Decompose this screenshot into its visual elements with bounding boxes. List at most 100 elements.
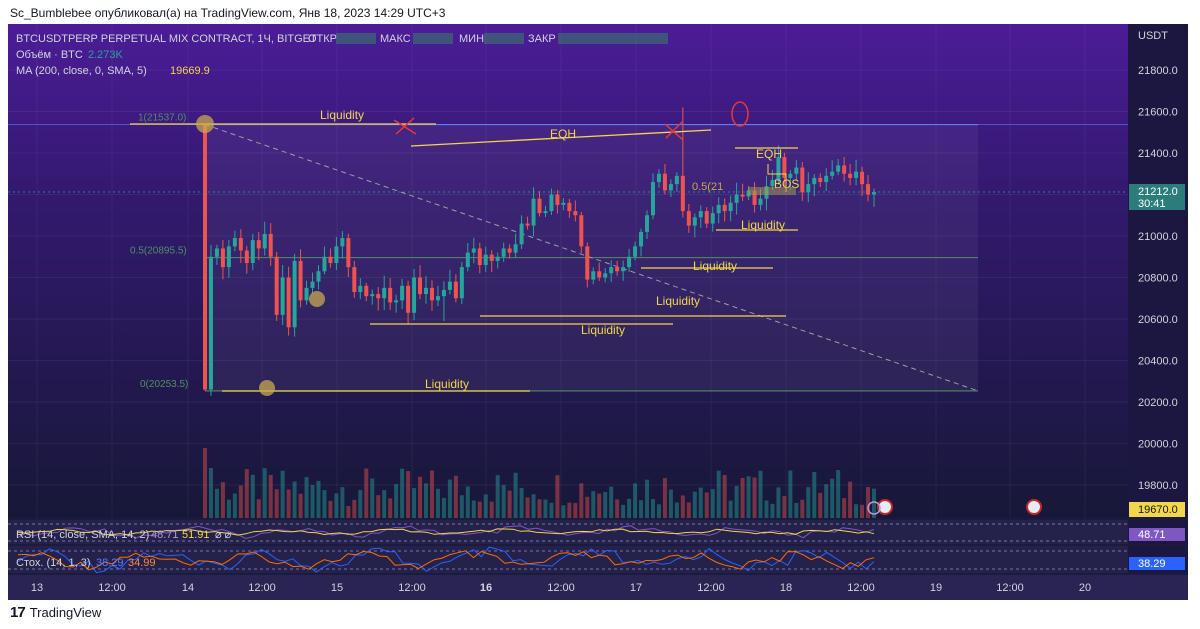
volume-bar <box>704 492 709 518</box>
volume-bar <box>674 502 679 518</box>
event-flag-icon[interactable] <box>1026 499 1042 515</box>
candle-body <box>818 177 823 183</box>
volume-bar <box>854 504 859 518</box>
volume-bar <box>645 479 650 518</box>
volume-bar <box>698 487 703 518</box>
candle-body <box>346 238 351 268</box>
candle-body <box>429 287 434 301</box>
volume-bar <box>639 500 644 518</box>
price-tick-label: 21800.0 <box>1138 65 1178 77</box>
candle-body <box>352 267 357 293</box>
candle-body <box>680 175 685 212</box>
liquidity-label: Liquidity <box>741 218 785 232</box>
candle-body <box>400 285 405 301</box>
ohlc-open-value <box>336 33 376 44</box>
candle-body <box>268 233 273 257</box>
rsi-settings-icon[interactable]: ⌀ ⌀ <box>215 529 232 541</box>
volume-bar <box>292 481 297 518</box>
tradingview-logo-icon[interactable]: 17 <box>10 604 26 621</box>
volume-bar <box>650 499 655 518</box>
time-tick-label: 12:00 <box>847 582 875 594</box>
volume-bar <box>274 489 279 518</box>
volume-bar <box>800 499 805 518</box>
candle-body <box>866 184 871 195</box>
candle-body <box>734 194 739 203</box>
candle-body <box>830 171 835 176</box>
candle-body <box>256 240 261 249</box>
time-tick-label: 19 <box>930 582 942 594</box>
chart-area[interactable]: 1(21537.0) 0.5(20895.5) 0(20253.5) Liquidi… <box>8 24 1188 600</box>
last-price-value: 21212.0 <box>1138 186 1178 198</box>
candle-body <box>824 175 829 183</box>
stoch-pane[interactable] <box>8 546 1128 573</box>
candle-body <box>226 246 231 268</box>
candle-body <box>310 281 315 288</box>
volume-bar <box>244 469 249 518</box>
candle-body <box>513 244 518 253</box>
volume-bar <box>316 480 321 518</box>
stoch-d-line <box>17 550 875 571</box>
candle-body <box>292 260 297 328</box>
volume-legend-value: 2.273K <box>88 49 124 61</box>
candle-body <box>459 267 464 299</box>
volume-bar <box>692 491 697 518</box>
volume-bar <box>836 470 841 518</box>
candle-body <box>710 213 715 224</box>
ma-price-badge <box>1129 502 1185 517</box>
volume-bar <box>764 500 769 518</box>
candle-body <box>549 194 554 212</box>
volume-bar <box>842 498 847 518</box>
volume-bar <box>262 468 267 518</box>
volume-bar <box>710 489 715 518</box>
volume-bar <box>268 474 273 518</box>
candle-body <box>388 287 393 303</box>
ma-price-value: 19670.0 <box>1138 504 1178 516</box>
candle-body <box>334 246 339 263</box>
candle-body <box>770 179 775 187</box>
volume-bar <box>465 486 470 518</box>
stoch-k-value: 38.29 <box>96 557 124 569</box>
candle-body <box>304 287 309 301</box>
volume-bar <box>250 474 255 518</box>
volume-bar <box>424 483 429 518</box>
volume-bar <box>567 502 572 518</box>
volume-bar <box>549 502 554 518</box>
candle-body <box>280 277 285 315</box>
time-tick-label: 13 <box>31 582 43 594</box>
volume-bar <box>340 487 345 518</box>
candle-body <box>692 217 697 226</box>
volume-bar <box>561 505 566 518</box>
volume-bar <box>746 476 751 518</box>
candle-body <box>382 287 387 299</box>
candle-body <box>424 287 429 295</box>
volume-bar <box>477 501 482 518</box>
ohlc-close-value <box>558 33 668 44</box>
liquidity-label: Liquidity <box>425 377 469 391</box>
candle-body <box>794 167 799 174</box>
volume-bar <box>238 485 243 518</box>
candle-body <box>453 281 458 299</box>
volume-bar <box>555 475 560 518</box>
price-axis[interactable] <box>1128 24 1188 518</box>
candle-body <box>603 273 608 278</box>
time-tick-label: 12:00 <box>996 582 1024 594</box>
main-pane-background <box>8 24 1128 518</box>
event-bolt-icon[interactable] <box>867 501 881 515</box>
time-tick-label: 16 <box>480 582 492 594</box>
time-axis[interactable] <box>8 575 1188 600</box>
candle-body <box>208 256 213 390</box>
volume-bar <box>579 483 584 518</box>
candle-body <box>274 256 279 315</box>
candle-body <box>298 260 303 301</box>
event-flag-icon[interactable] <box>877 499 893 515</box>
candle-body <box>322 256 327 272</box>
candle-body <box>316 271 321 282</box>
volume-bar <box>716 470 721 518</box>
volume-bar <box>656 504 661 518</box>
touch-point-marker <box>259 380 275 396</box>
volume-bar <box>203 448 207 518</box>
volume-bar <box>728 500 733 518</box>
volume-bar <box>453 475 458 518</box>
volume-bar <box>364 468 369 518</box>
volume-bar <box>621 504 626 518</box>
